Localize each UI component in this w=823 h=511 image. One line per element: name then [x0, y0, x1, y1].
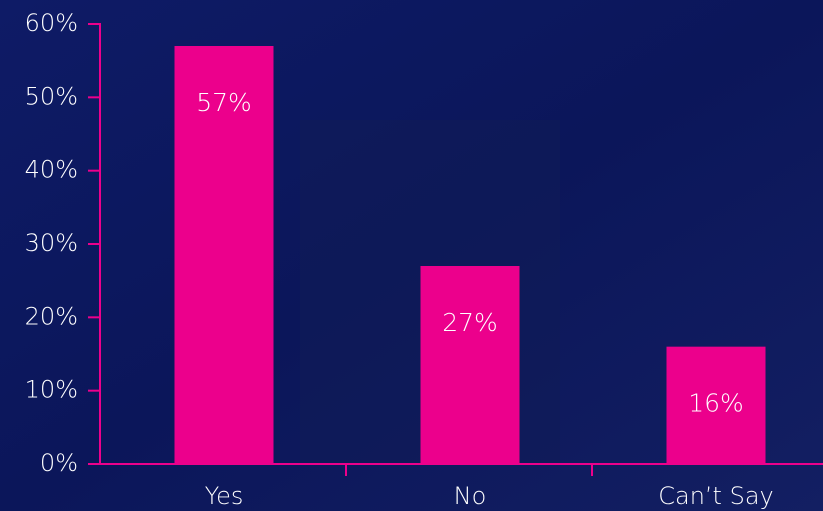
y-tick-label: 10% — [25, 376, 78, 404]
value-label: 16% — [688, 389, 744, 418]
y-tick-label: 40% — [25, 156, 78, 184]
bar — [420, 266, 520, 464]
y-tick-label: 30% — [25, 229, 78, 257]
value-label: 57% — [196, 88, 252, 117]
x-tick-label: No — [454, 482, 487, 510]
x-tick-label: Can’t Say — [658, 482, 774, 510]
value-label: 27% — [442, 308, 498, 337]
bar — [666, 346, 766, 464]
y-tick-label: 20% — [25, 302, 78, 330]
y-tick-label: 50% — [25, 82, 78, 110]
y-tick-label: 60% — [25, 9, 78, 37]
bar — [174, 46, 274, 464]
y-tick-label: 0% — [40, 449, 78, 477]
x-tick-label: Yes — [205, 482, 244, 510]
